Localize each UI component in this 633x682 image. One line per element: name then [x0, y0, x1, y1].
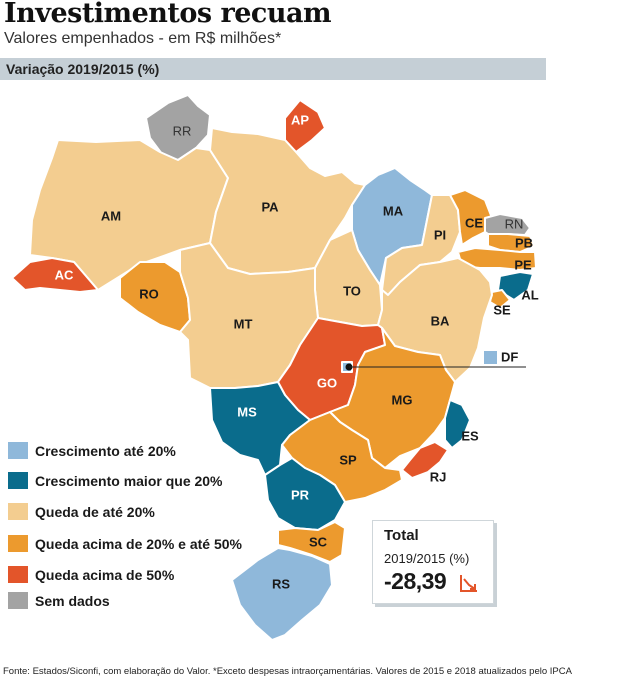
state-label-PI: PI	[434, 227, 446, 242]
legend-label: Crescimento até 20%	[35, 443, 176, 459]
state-label-RS: RS	[272, 576, 290, 591]
legend-label: Queda acima de 20% e até 50%	[35, 536, 242, 552]
state-label-MS: MS	[237, 404, 257, 419]
page-title: Investimentos recuam	[4, 0, 332, 29]
legend-item-growth-above-20: Crescimento maior que 20%	[8, 470, 268, 492]
df-callout-swatch	[484, 351, 497, 364]
state-label-AC: AC	[55, 267, 74, 282]
state-label-SE: SE	[493, 302, 511, 317]
total-box: Total 2019/2015 (%) -28,39	[372, 520, 494, 604]
legend-label: Sem dados	[35, 593, 110, 609]
state-RJ[interactable]	[401, 441, 449, 479]
legend-swatch	[8, 503, 28, 520]
state-PR[interactable]	[264, 457, 346, 531]
legend-item-growth-up-to-20: Crescimento até 20%	[8, 440, 268, 462]
state-label-MA: MA	[383, 203, 404, 218]
state-label-DF: DF	[501, 349, 518, 364]
state-label-TO: TO	[343, 283, 361, 298]
state-PB[interactable]	[487, 233, 535, 253]
state-ES[interactable]	[444, 399, 471, 449]
total-label: Total	[384, 527, 419, 544]
map-labels: RR AP AM PA MA CE RN PB PE PI AL SE AC R…	[55, 112, 539, 591]
state-label-AM: AM	[101, 208, 121, 223]
state-label-AP: AP	[291, 112, 309, 127]
variation-band-label: Variação 2019/2015 (%)	[6, 61, 160, 77]
state-label-RJ: RJ	[430, 469, 447, 484]
total-period: 2019/2015 (%)	[384, 551, 470, 566]
page-subtitle: Valores empenhados - em R$ milhões*	[4, 30, 282, 47]
legend-swatch	[8, 592, 28, 609]
legend-swatch	[8, 442, 28, 459]
state-label-RO: RO	[139, 286, 159, 301]
state-label-CE: CE	[465, 215, 483, 230]
source-footer: Fonte: Estados/Siconfi, com elaboração d…	[3, 666, 572, 677]
state-RS[interactable]	[231, 547, 333, 641]
state-label-RR: RR	[173, 123, 192, 138]
legend-item-drop-20-to-50: Queda acima de 20% e até 50%	[8, 533, 268, 555]
state-label-MT: MT	[234, 316, 253, 331]
state-label-PA: PA	[261, 199, 279, 214]
df-callout: DF	[345, 349, 526, 371]
state-label-PR: PR	[291, 487, 310, 502]
legend-swatch	[8, 566, 28, 583]
state-label-PB: PB	[515, 235, 533, 250]
total-value: -28,39	[384, 568, 447, 594]
state-label-ES: ES	[461, 428, 479, 443]
state-label-BA: BA	[431, 313, 450, 328]
state-label-SP: SP	[339, 452, 357, 467]
variation-band: Variação 2019/2015 (%)	[0, 58, 546, 80]
state-RR[interactable]	[145, 94, 211, 161]
legend-swatch	[8, 535, 28, 552]
trend-down-icon	[460, 575, 477, 592]
state-AC[interactable]	[11, 257, 99, 293]
legend-item-drop-above-50: Queda acima de 50%	[8, 564, 268, 586]
legend-item-no-data: Sem dados	[8, 590, 268, 612]
state-label-RN: RN	[505, 216, 524, 231]
state-label-MG: MG	[392, 392, 413, 407]
legend-swatch	[8, 472, 28, 489]
legend-label: Queda acima de 50%	[35, 567, 175, 583]
state-label-GO: GO	[317, 375, 337, 390]
state-label-PE: PE	[514, 257, 532, 272]
state-CE[interactable]	[449, 189, 493, 246]
legend-label: Crescimento maior que 20%	[35, 473, 223, 489]
state-SC[interactable]	[277, 521, 346, 563]
legend-label: Queda de até 20%	[35, 504, 155, 520]
state-label-SC: SC	[309, 534, 328, 549]
state-label-AL: AL	[521, 287, 538, 302]
legend-item-drop-up-to-20: Queda de até 20%	[8, 501, 268, 523]
